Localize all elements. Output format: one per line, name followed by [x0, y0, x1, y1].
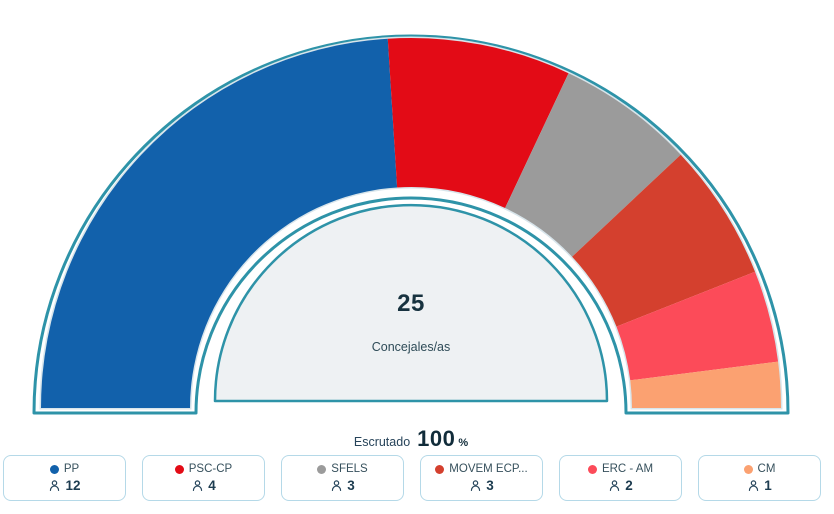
party-name-label: SFELS — [331, 463, 368, 475]
party-seats-count: 2 — [625, 478, 633, 493]
person-icon — [749, 480, 759, 491]
scrutiny-label: Escrutado — [353, 435, 411, 449]
person-icon — [50, 480, 60, 491]
party-seats-count: 1 — [764, 478, 772, 493]
legend-card-psc-cp[interactable]: PSC-CP 4 — [142, 455, 265, 501]
party-name-label: PSC-CP — [188, 463, 233, 475]
legend-card-movem-ecp[interactable]: MOVEM ECP... 3 — [420, 455, 543, 501]
party-color-dot — [435, 464, 445, 474]
gauge-outline — [32, 34, 790, 415]
gauge-segment-movem-ecp[interactable] — [572, 154, 756, 327]
count-row: 12 — [48, 478, 81, 493]
legend-card-pp[interactable]: PP 12 — [3, 455, 126, 501]
person-icon — [471, 480, 481, 491]
person-icon — [332, 480, 342, 491]
legend-card-erc-am[interactable]: ERC - AM 2 — [559, 455, 682, 501]
party-row: PP — [49, 463, 80, 475]
party-color-dot — [174, 464, 184, 474]
party-color-dot — [49, 464, 59, 474]
party-row: CM — [743, 463, 776, 475]
seat-distribution-gauge — [32, 34, 790, 415]
party-row: PSC-CP — [174, 463, 233, 475]
party-row: SFELS — [317, 463, 368, 475]
person-icon — [193, 480, 203, 491]
count-row: 2 — [608, 478, 633, 493]
person-icon — [610, 480, 620, 491]
legend-card-sfels[interactable]: SFELS 3 — [281, 455, 404, 501]
party-row: ERC - AM — [587, 463, 654, 475]
gauge-segment-sfels[interactable] — [505, 73, 681, 257]
party-name-label: PP — [63, 463, 80, 475]
gauge-center-disc — [213, 203, 609, 403]
party-seats-count: 4 — [208, 478, 216, 493]
party-name-label: MOVEM ECP... — [449, 463, 528, 475]
legend-card-cm[interactable]: CM 1 — [698, 455, 821, 501]
party-seats-count: 12 — [65, 478, 81, 493]
gauge-segment-erc-am[interactable] — [616, 271, 779, 381]
gauge-segment-pp[interactable] — [41, 38, 398, 408]
party-name-label: ERC - AM — [601, 463, 654, 475]
scrutiny-unit: % — [458, 437, 469, 449]
party-seats-count: 3 — [347, 478, 355, 493]
gauge-segment-cm[interactable] — [630, 361, 781, 408]
legend: PP 12 PSC-CP 4 — [0, 455, 834, 501]
scrutiny-value: 100 — [417, 426, 456, 451]
scrutiny-status: Escrutado 100 % — [0, 426, 822, 452]
party-color-dot — [317, 464, 327, 474]
count-row: 3 — [469, 478, 494, 493]
party-seats-count: 3 — [486, 478, 494, 493]
party-row: MOVEM ECP... — [435, 463, 528, 475]
count-row: 4 — [191, 478, 216, 493]
party-color-dot — [587, 464, 597, 474]
gauge-segment-psc-cp[interactable] — [387, 37, 569, 209]
count-row: 3 — [330, 478, 355, 493]
party-name-label: CM — [757, 463, 776, 475]
party-color-dot — [743, 464, 753, 474]
count-row: 1 — [747, 478, 772, 493]
